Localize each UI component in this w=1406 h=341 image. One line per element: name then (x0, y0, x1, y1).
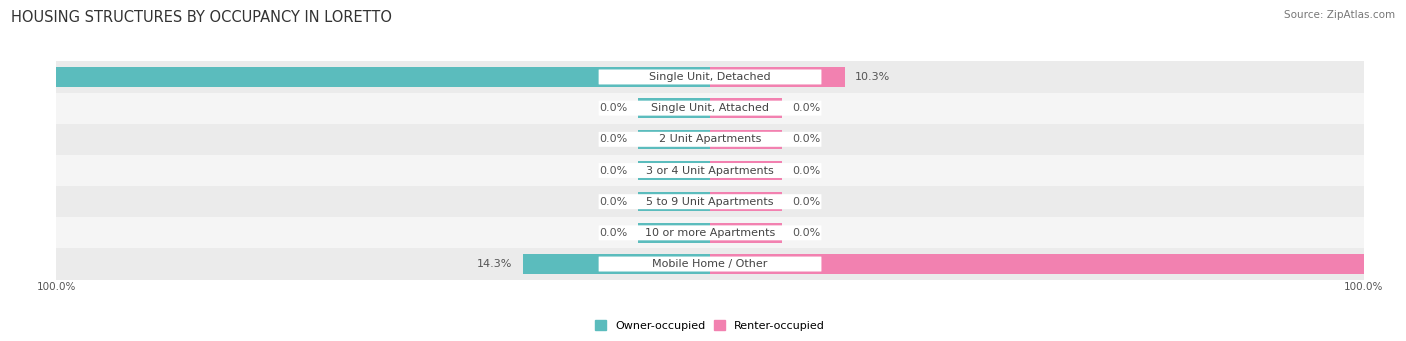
Bar (638, 192, 710, 211)
Bar (638, 223, 710, 242)
Text: Single Unit, Detached: Single Unit, Detached (650, 72, 770, 82)
FancyBboxPatch shape (599, 225, 821, 240)
Bar (710, 67, 845, 87)
Bar (710, 99, 782, 118)
Text: 0.0%: 0.0% (599, 228, 627, 238)
Bar (56, 155, 1364, 186)
FancyBboxPatch shape (599, 163, 821, 178)
Text: 10.3%: 10.3% (855, 72, 890, 82)
Text: 0.0%: 0.0% (599, 103, 627, 113)
FancyBboxPatch shape (599, 70, 821, 85)
Bar (56, 61, 1364, 92)
Bar (710, 223, 782, 242)
Text: 5 to 9 Unit Apartments: 5 to 9 Unit Apartments (647, 197, 773, 207)
FancyBboxPatch shape (599, 101, 821, 116)
Bar (710, 161, 782, 180)
Bar (56, 92, 1364, 124)
Text: 0.0%: 0.0% (793, 134, 821, 144)
Text: HOUSING STRUCTURES BY OCCUPANCY IN LORETTO: HOUSING STRUCTURES BY OCCUPANCY IN LORET… (11, 10, 392, 25)
Bar (56, 217, 1364, 249)
Text: 10 or more Apartments: 10 or more Apartments (645, 228, 775, 238)
Text: 0.0%: 0.0% (793, 197, 821, 207)
Text: 0.0%: 0.0% (793, 228, 821, 238)
Text: 0.0%: 0.0% (599, 165, 627, 176)
Text: Source: ZipAtlas.com: Source: ZipAtlas.com (1284, 10, 1395, 20)
Bar (710, 254, 1406, 274)
Text: 2 Unit Apartments: 2 Unit Apartments (659, 134, 761, 144)
Text: 0.0%: 0.0% (599, 134, 627, 144)
FancyBboxPatch shape (599, 194, 821, 209)
Bar (0, 67, 710, 87)
Legend: Owner-occupied, Renter-occupied: Owner-occupied, Renter-occupied (591, 316, 830, 335)
Bar (56, 186, 1364, 217)
Bar (638, 130, 710, 149)
Text: 3 or 4 Unit Apartments: 3 or 4 Unit Apartments (647, 165, 773, 176)
Bar (638, 99, 710, 118)
Text: 14.3%: 14.3% (477, 259, 513, 269)
Text: 0.0%: 0.0% (599, 197, 627, 207)
Bar (710, 130, 782, 149)
Text: Mobile Home / Other: Mobile Home / Other (652, 259, 768, 269)
Bar (56, 249, 1364, 280)
Text: 0.0%: 0.0% (793, 165, 821, 176)
Bar (638, 161, 710, 180)
Text: 0.0%: 0.0% (793, 103, 821, 113)
Bar (710, 192, 782, 211)
FancyBboxPatch shape (599, 256, 821, 271)
Text: Single Unit, Attached: Single Unit, Attached (651, 103, 769, 113)
Bar (523, 254, 710, 274)
FancyBboxPatch shape (599, 132, 821, 147)
Bar (56, 124, 1364, 155)
